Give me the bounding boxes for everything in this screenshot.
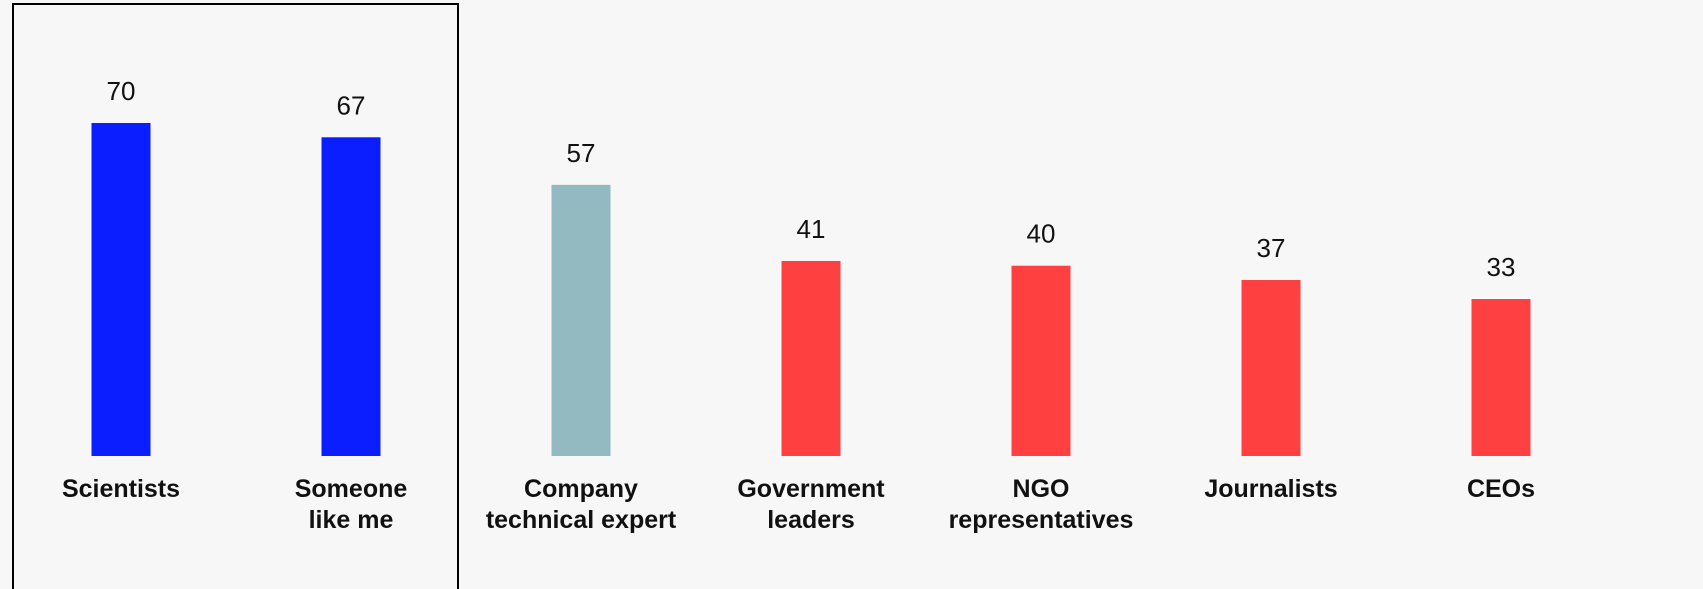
category-label: Government: [737, 475, 885, 503]
category-label: CEOs: [1467, 475, 1535, 503]
value-label: 37: [1257, 233, 1286, 263]
category-label: Scientists: [62, 475, 180, 503]
category-label: like me: [309, 506, 394, 534]
value-label: 57: [567, 138, 596, 168]
category-label: technical expert: [486, 506, 677, 534]
category-label: representatives: [949, 506, 1134, 534]
bar: [781, 260, 841, 456]
category-label: NGO: [1013, 475, 1070, 503]
bar: [551, 184, 611, 456]
bar: [1471, 299, 1531, 456]
category-label: leaders: [767, 506, 855, 534]
bar: [1241, 279, 1301, 456]
bar: [91, 123, 151, 456]
category-label: Company: [524, 475, 638, 503]
bar: [1011, 265, 1071, 456]
bar: [321, 137, 381, 456]
value-label: 70: [107, 76, 136, 106]
value-label: 41: [797, 214, 826, 244]
value-label: 40: [1027, 219, 1056, 249]
highlight-box: [12, 3, 459, 589]
category-label: Someone: [295, 475, 408, 503]
value-label: 67: [337, 90, 366, 120]
category-label: Journalists: [1204, 475, 1337, 503]
value-label: 33: [1487, 252, 1516, 282]
